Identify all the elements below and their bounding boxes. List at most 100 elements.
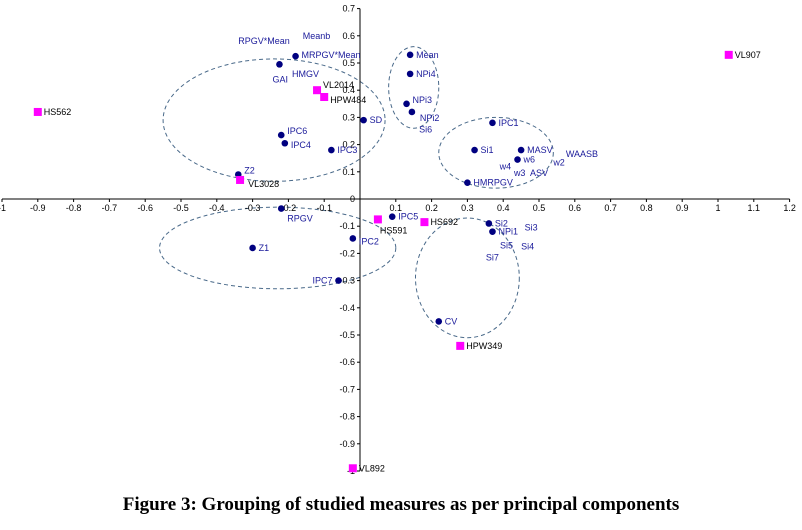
x-tick-label: -0.8 [66, 203, 82, 213]
genotype-label: HPW349 [466, 341, 502, 351]
measure-label: NPi1 [498, 227, 518, 237]
y-tick-label: -0.8 [339, 412, 355, 422]
genotype-label: HS692 [430, 217, 458, 227]
measure-point [277, 131, 285, 139]
x-tick-label: 0.2 [425, 203, 438, 213]
measure-label: SD [370, 115, 383, 125]
genotype-point [373, 215, 382, 224]
x-tick-label: 0.6 [569, 203, 582, 213]
measure-point [408, 108, 416, 116]
measure-label: IPC7 [313, 276, 333, 286]
y-tick-label: 0.2 [342, 140, 355, 150]
measure-label: Si2 [495, 218, 508, 228]
genotype-point [320, 93, 329, 101]
measure-label: NPi2 [420, 113, 440, 123]
measure-label: Meanb [303, 31, 331, 41]
measure-point [328, 146, 335, 154]
genotype-label: HS591 [380, 225, 408, 235]
measure-label: Si3 [525, 223, 538, 233]
group-ellipses [159, 46, 554, 339]
genotype-label: VL2014 [323, 80, 354, 90]
measure-label: IPC6 [287, 126, 307, 136]
measure-point [435, 318, 443, 325]
genotype-point [33, 107, 42, 116]
x-tick-label: 0.3 [461, 203, 474, 213]
y-tick-label: 0.6 [342, 31, 355, 41]
measure-label: w6 [523, 155, 536, 165]
measure-label: RPGV [287, 214, 313, 224]
measure-point [406, 70, 414, 78]
y-tick-label: 0 [350, 194, 355, 204]
genotype-label: HPW484 [330, 95, 366, 105]
genotype-point [348, 464, 357, 473]
measure-point [489, 228, 496, 235]
y-tick-label: -0.9 [339, 439, 355, 449]
y-tick-label: -0.2 [339, 248, 355, 258]
measure-label: WAASB [566, 149, 598, 159]
genotype-point [236, 175, 245, 184]
measure-label: ASV [530, 168, 548, 178]
measure-point [276, 61, 283, 68]
group-2-ellipse [388, 46, 440, 129]
measure-point [360, 116, 367, 124]
x-tick-label: 0.1 [390, 203, 403, 213]
x-tick-label: 1.2 [783, 203, 796, 213]
x-tick-label: 0.7 [604, 203, 617, 213]
measure-label: RPGV*Mean [238, 36, 290, 46]
measure-point [249, 244, 256, 252]
measure-label: Mean [416, 50, 439, 60]
genotype-label: VL907 [735, 50, 761, 60]
measure-point [403, 100, 410, 108]
genotype-label: VL3028 [248, 179, 279, 189]
x-tick-label: -0.2 [281, 203, 297, 213]
measure-label: Si5 [500, 240, 513, 250]
measure-label: GAI [272, 74, 288, 84]
x-tick-label: -0.5 [173, 203, 189, 213]
measure-label: IPC4 [291, 140, 311, 150]
x-tick-label: 1 [715, 203, 720, 213]
measure-label: IPC2 [359, 236, 379, 246]
measure-label: w2 [552, 157, 565, 167]
group-4-ellipse [159, 206, 397, 290]
measure-label: MRPGV*Mean [302, 50, 361, 60]
measure-label: Si1 [481, 145, 494, 155]
measure-point [406, 51, 414, 59]
y-tick-label: 0.5 [342, 58, 355, 68]
measure-label: IPC1 [498, 118, 518, 128]
genotype-label: VL892 [359, 463, 385, 473]
x-tick-label: -0.1 [316, 203, 332, 213]
measure-point [489, 119, 496, 127]
x-tick-label: 0.4 [497, 203, 510, 213]
measure-label: HMGV [292, 69, 319, 79]
measure-point [292, 52, 299, 60]
genotype-label: HS562 [44, 107, 72, 117]
genotype-point [420, 218, 429, 227]
measure-point [335, 277, 342, 284]
y-tick-label: -0.5 [339, 330, 355, 340]
genotype-point [724, 50, 733, 59]
measure-point [281, 139, 289, 147]
measure-label: HMRPGV [473, 178, 513, 188]
y-tick-label: -0.1 [339, 221, 355, 231]
y-tick-label: -0.7 [339, 384, 355, 394]
x-tick-label: 0.5 [533, 203, 546, 213]
x-tick-label: -1 [0, 203, 6, 213]
measure-label: Z1 [259, 243, 270, 253]
x-tick-label: -0.4 [209, 203, 225, 213]
pca-biplot: -1 -0.9 -0.8 -0.7 -0.6 -0.5 -0.4 -0.3 -0.2 -0.1 0.… [0, 4, 796, 476]
x-tick-label: 0.9 [676, 203, 689, 213]
measure-label: Z2 [244, 166, 255, 176]
y-tick-label: 0.1 [342, 167, 355, 177]
x-tick-label: -0.6 [137, 203, 153, 213]
measure-point [514, 156, 521, 163]
measure-point [349, 235, 357, 242]
measure-point [464, 179, 471, 186]
genotype-point [456, 341, 465, 350]
measure-label: Si7 [486, 252, 499, 262]
x-tick-label: -0.3 [245, 203, 261, 213]
group-3-ellipse [438, 116, 554, 189]
x-tick-label: -0.9 [30, 203, 46, 213]
measure-label: w4 [499, 161, 512, 171]
y-tick-label: 0.7 [342, 4, 355, 14]
measure-label: Si6 [419, 125, 432, 135]
